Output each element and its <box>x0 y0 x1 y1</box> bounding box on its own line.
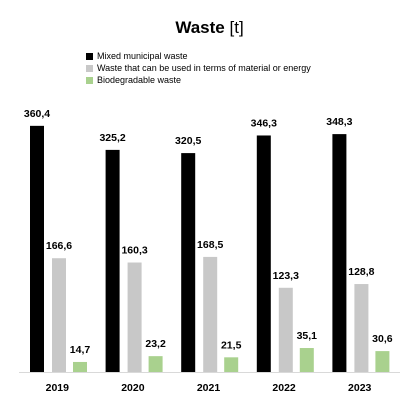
legend-swatch-mixed <box>86 52 93 60</box>
bar-biodegradable-2019 <box>73 361 87 372</box>
x-tick-label-2021: 2021 <box>197 382 221 394</box>
x-tick-label-2022: 2022 <box>272 382 296 394</box>
bar-mixed-2020 <box>105 149 120 372</box>
data-label-usable-2020: 160,3 <box>121 245 147 257</box>
bar-biodegradable-2020 <box>148 356 163 372</box>
x-tick-label-2019: 2019 <box>46 382 70 394</box>
legend-item-mixed: Mixed municipal waste <box>86 50 311 62</box>
data-label-mixed-2022: 346,3 <box>251 117 277 129</box>
data-label-biodegradable-2019: 14,7 <box>70 344 91 356</box>
data-label-usable-2021: 168,5 <box>197 239 223 251</box>
legend-label-mixed: Mixed municipal waste <box>97 51 188 61</box>
bar-usable-2020 <box>127 262 142 372</box>
data-label-usable-2019: 166,6 <box>46 240 72 252</box>
bar-usable-2021 <box>203 256 218 372</box>
bar-mixed-2021 <box>181 153 196 372</box>
bar-usable-2023 <box>354 284 369 372</box>
data-label-usable-2022: 123,3 <box>273 270 299 282</box>
data-label-biodegradable-2023: 30,6 <box>372 333 393 345</box>
data-label-mixed-2019: 360,4 <box>24 108 50 120</box>
legend-item-usable: Waste that can be used in terms of mater… <box>86 62 311 74</box>
chart-title-text: Waste <box>175 18 225 37</box>
data-label-usable-2023: 128,8 <box>348 266 374 278</box>
bar-biodegradable-2022 <box>299 348 314 372</box>
bar-mixed-2023 <box>332 134 347 372</box>
legend-label-usable: Waste that can be used in terms of mater… <box>97 63 311 73</box>
data-label-biodegradable-2021: 21,5 <box>221 339 242 351</box>
legend-swatch-usable <box>86 64 93 72</box>
chart-legend: Mixed municipal waste Waste that can be … <box>86 50 311 86</box>
bar-biodegradable-2021 <box>224 357 239 372</box>
bar-mixed-2019 <box>30 125 44 372</box>
data-label-mixed-2020: 325,2 <box>99 132 125 144</box>
data-label-biodegradable-2022: 35,1 <box>297 330 318 342</box>
bar-biodegradable-2023 <box>375 351 390 372</box>
bar-usable-2022 <box>278 287 293 372</box>
data-label-biodegradable-2020: 23,2 <box>145 338 166 350</box>
x-tick-label-2023: 2023 <box>348 382 372 394</box>
data-label-mixed-2023: 348,3 <box>326 116 352 128</box>
chart-title-unit: [t] <box>229 18 244 37</box>
legend-item-biodegradable: Biodegradable waste <box>86 74 311 86</box>
chart-title: Waste [t] <box>0 18 419 38</box>
x-tick-label-2020: 2020 <box>121 382 145 394</box>
bar-usable-2019 <box>52 258 66 372</box>
bar-mixed-2022 <box>256 135 271 372</box>
legend-swatch-biodegradable <box>86 76 93 84</box>
legend-label-biodegradable: Biodegradable waste <box>97 75 182 85</box>
data-label-mixed-2021: 320,5 <box>175 135 201 147</box>
